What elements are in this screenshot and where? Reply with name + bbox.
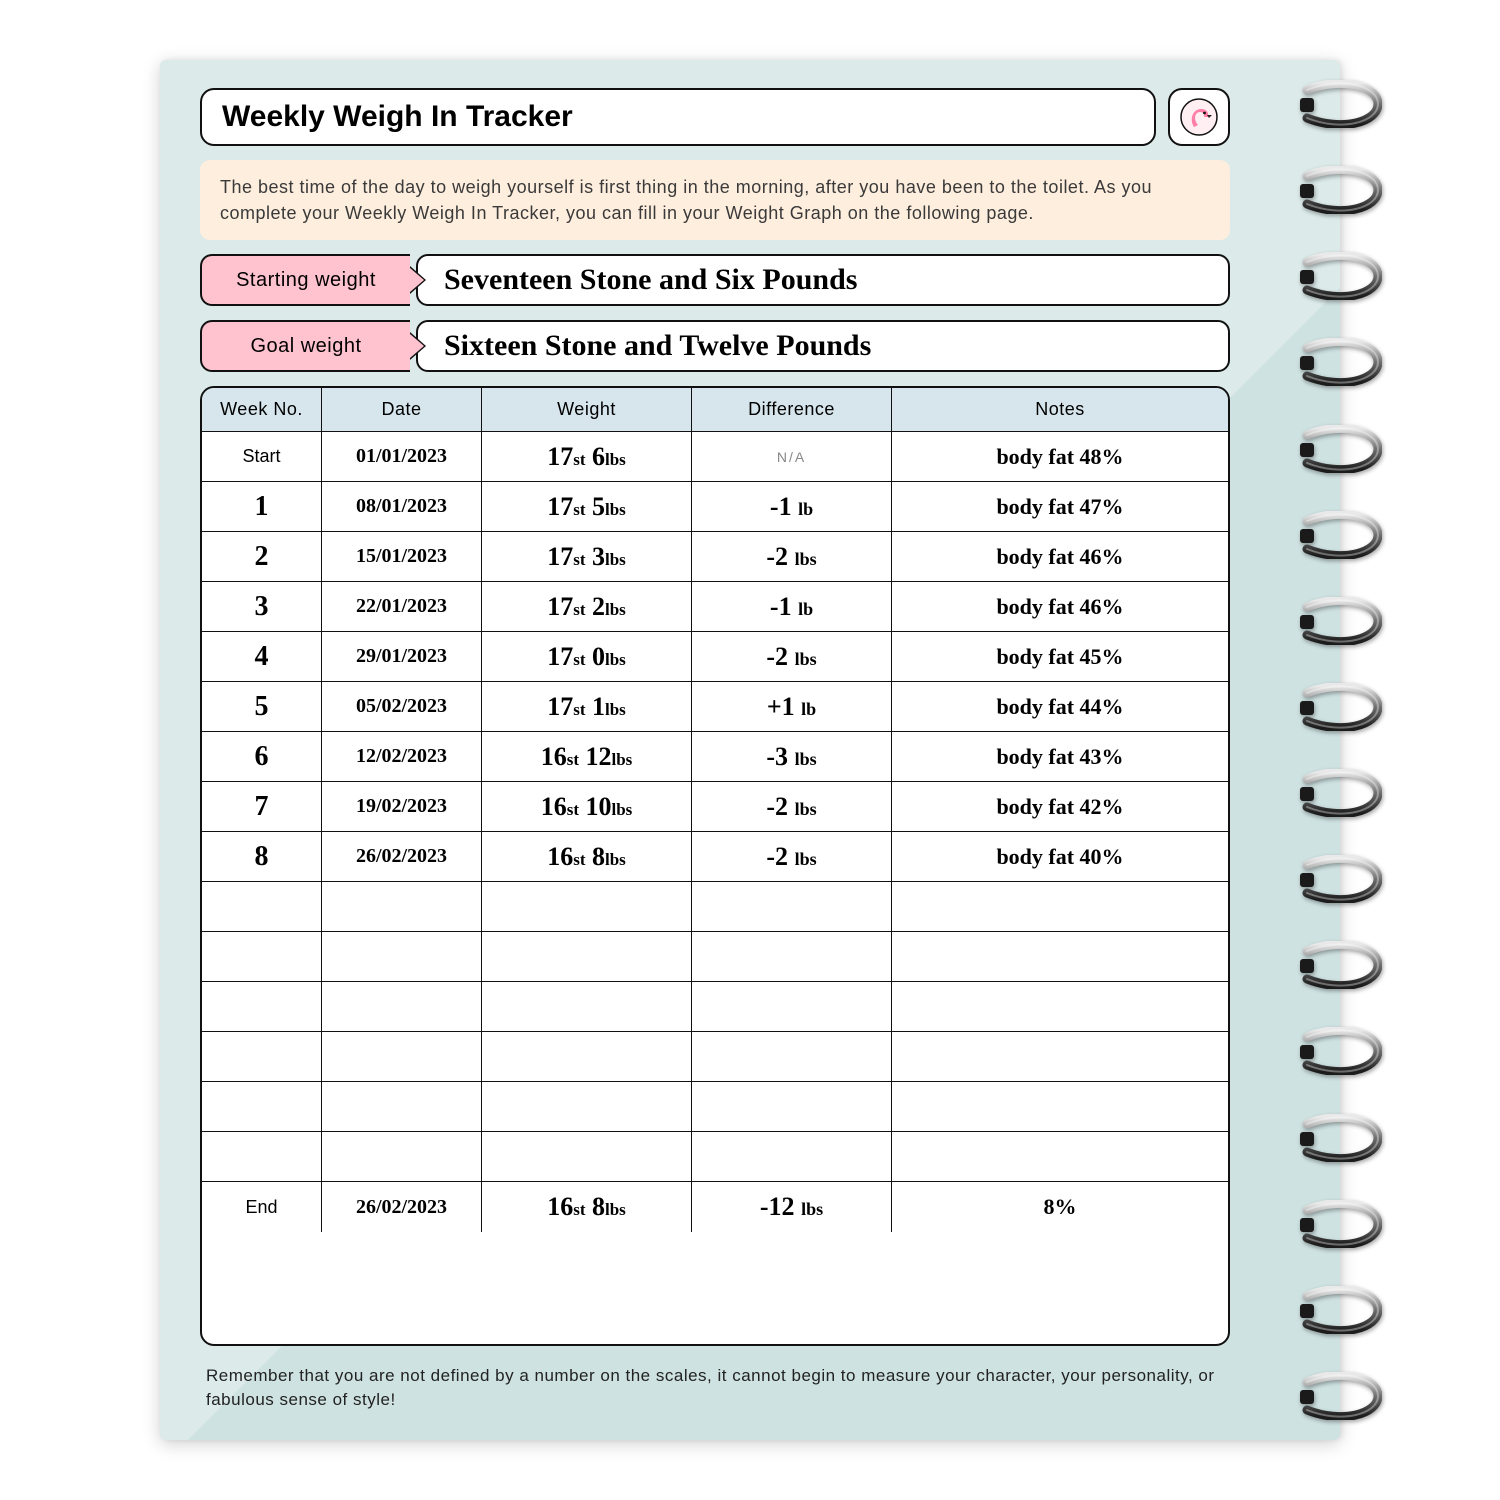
table-row [202, 982, 1228, 1032]
table-row: 322/01/202317st 2lbs-1 lbbody fat 46% [202, 582, 1228, 632]
starting-weight-label: Starting weight [200, 254, 410, 306]
table-header: Week No.DateWeightDifferenceNotes [202, 388, 1228, 432]
table-row: 108/01/202317st 5lbs-1 lbbody fat 47% [202, 482, 1228, 532]
table-row [202, 882, 1228, 932]
table-row: End26/02/202316st 8lbs-12 lbs8% [202, 1182, 1228, 1232]
flamingo-logo [1168, 88, 1230, 146]
table-row: 826/02/202316st 8lbs-2 lbsbody fat 40% [202, 832, 1228, 882]
goal-weight-row: Goal weight Sixteen Stone and Twelve Pou… [200, 320, 1230, 372]
weigh-in-table: Week No.DateWeightDifferenceNotesStart01… [200, 386, 1230, 1346]
table-row: 719/02/202316st 10lbs-2 lbsbody fat 42% [202, 782, 1228, 832]
starting-weight-row: Starting weight Seventeen Stone and Six … [200, 254, 1230, 306]
table-row [202, 1132, 1228, 1182]
table-row: 612/02/202316st 12lbs-3 lbsbody fat 43% [202, 732, 1228, 782]
goal-weight-value: Sixteen Stone and Twelve Pounds [416, 320, 1230, 372]
table-row: 215/01/202317st 3lbs-2 lbsbody fat 46% [202, 532, 1228, 582]
table-row: 429/01/202317st 0lbs-2 lbsbody fat 45% [202, 632, 1228, 682]
footer-quote: Remember that you are not defined by a n… [200, 1360, 1230, 1412]
tip-box: The best time of the day to weigh yourse… [200, 160, 1230, 240]
table-row [202, 1082, 1228, 1132]
starting-weight-value: Seventeen Stone and Six Pounds [416, 254, 1230, 306]
table-row: 505/02/202317st 1lbs+1 lbbody fat 44% [202, 682, 1228, 732]
goal-weight-label: Goal weight [200, 320, 410, 372]
table-row [202, 1032, 1228, 1082]
table-row: Start01/01/202317st 6lbsN/Abody fat 48% [202, 432, 1228, 482]
page-title: Weekly Weigh In Tracker [200, 88, 1156, 146]
table-row [202, 932, 1228, 982]
planner-page: Weekly Weigh In Tracker The best time of… [200, 88, 1230, 1412]
